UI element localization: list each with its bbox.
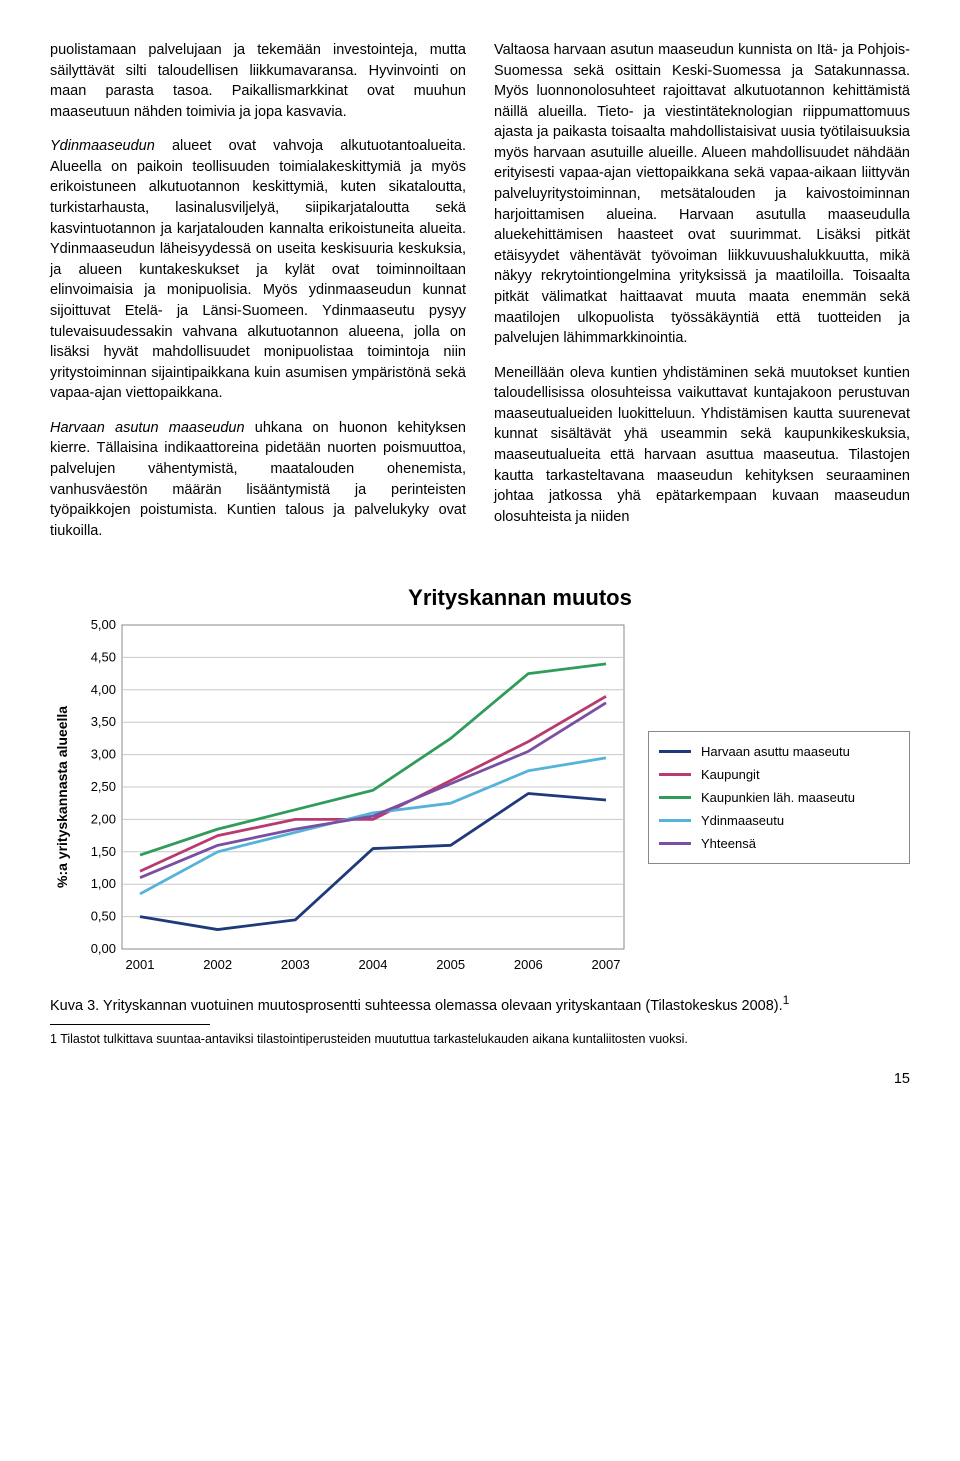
chart-legend: Harvaan asuttu maaseutu Kaupungit Kaupunki…: [648, 731, 910, 864]
svg-text:1,50: 1,50: [91, 844, 116, 859]
text-columns: puolistamaan palvelujaan ja tekemään inv…: [50, 40, 910, 555]
svg-text:2,00: 2,00: [91, 812, 116, 827]
svg-text:3,50: 3,50: [91, 714, 116, 729]
svg-text:2005: 2005: [436, 957, 465, 972]
footnote: 1 Tilastot tulkittava suuntaa-antaviksi …: [50, 1031, 910, 1047]
column-right: Valtaosa harvaan asutun maaseudun kunnis…: [494, 40, 910, 555]
svg-text:1,00: 1,00: [91, 876, 116, 891]
para-2: Ydinmaaseudun alueet ovat vahvoja alkutu…: [50, 136, 466, 404]
caption-text: Kuva 3. Yrityskannan vuotuinen muutospro…: [50, 998, 783, 1014]
legend-item: Kaupungit: [659, 763, 899, 786]
legend-label: Kaupunkien läh. maaseutu: [701, 790, 855, 805]
legend-label: Yhteensä: [701, 836, 756, 851]
chart-svg: 0,00 0,50 1,00 1,50 2,00 2,50 3,00 3,50 4,00 4,50…: [74, 617, 634, 977]
svg-text:2001: 2001: [126, 957, 155, 972]
legend-label: Kaupungit: [701, 767, 760, 782]
svg-text:2004: 2004: [359, 957, 388, 972]
para-1: puolistamaan palvelujaan ja tekemään inv…: [50, 40, 466, 122]
svg-text:2002: 2002: [203, 957, 232, 972]
legend-swatch: [659, 773, 691, 776]
chart-plot: 0,00 0,50 1,00 1,50 2,00 2,50 3,00 3,50 4,00 4,50…: [74, 617, 634, 977]
svg-text:2007: 2007: [592, 957, 621, 972]
para-3-em: Harvaan asutun maaseudun: [50, 420, 245, 436]
svg-text:2003: 2003: [281, 957, 310, 972]
chart-block: Yrityskannan muutos %:a yrityskannasta a…: [50, 585, 910, 977]
legend-swatch: [659, 842, 691, 845]
svg-text:2,50: 2,50: [91, 779, 116, 794]
para-3-rest: uhkana on huonon kehityksen kierre. Täll…: [50, 420, 466, 539]
legend-swatch: [659, 796, 691, 799]
legend-label: Ydinmaaseutu: [701, 813, 784, 828]
svg-text:2006: 2006: [514, 957, 543, 972]
plot-and-legend: 0,00 0,50 1,00 1,50 2,00 2,50 3,00 3,50 4,00 4,50…: [74, 617, 910, 977]
column-left: puolistamaan palvelujaan ja tekemään inv…: [50, 40, 466, 555]
legend-item: Yhteensä: [659, 832, 899, 855]
para-2-rest: alueet ovat vahvoja alkutuotantoalueita.…: [50, 138, 466, 401]
svg-text:4,00: 4,00: [91, 682, 116, 697]
page-number: 15: [50, 1071, 910, 1087]
svg-text:0,00: 0,00: [91, 941, 116, 956]
caption-sup: 1: [783, 993, 790, 1007]
chart-title: Yrityskannan muutos: [50, 585, 910, 611]
para-2-em: Ydinmaaseudun: [50, 138, 155, 154]
svg-text:5,00: 5,00: [91, 617, 116, 632]
para-5: Meneillään oleva kuntien yhdistäminen se…: [494, 363, 910, 528]
legend-swatch: [659, 819, 691, 822]
legend-item: Kaupunkien läh. maaseutu: [659, 786, 899, 809]
chart-y-axis-label: %:a yrityskannasta alueella: [50, 617, 74, 977]
svg-text:3,00: 3,00: [91, 747, 116, 762]
chart-area: %:a yrityskannasta alueella 0,00 0,50 1,00…: [50, 617, 910, 977]
svg-text:0,50: 0,50: [91, 909, 116, 924]
legend-item: Ydinmaaseutu: [659, 809, 899, 832]
chart-caption: Kuva 3. Yrityskannan vuotuinen muutospro…: [50, 993, 910, 1014]
svg-text:4,50: 4,50: [91, 650, 116, 665]
para-4: Valtaosa harvaan asutun maaseudun kunnis…: [494, 40, 910, 349]
legend-label: Harvaan asuttu maaseutu: [701, 744, 850, 759]
legend-swatch: [659, 750, 691, 753]
legend-item: Harvaan asuttu maaseutu: [659, 740, 899, 763]
footnote-rule: [50, 1024, 210, 1025]
para-3: Harvaan asutun maaseudun uhkana on huono…: [50, 418, 466, 541]
